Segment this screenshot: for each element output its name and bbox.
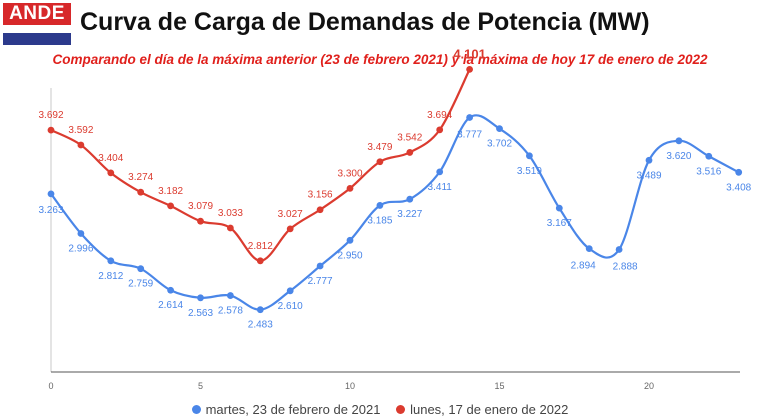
data-point-1: [167, 202, 175, 210]
data-label-1: 3.692: [38, 110, 63, 121]
data-point-0: [197, 294, 204, 302]
data-point-1: [47, 126, 55, 134]
data-label-0: 3.516: [696, 166, 721, 177]
data-label-0: 2.614: [158, 300, 183, 311]
data-label-0: 2.996: [68, 243, 93, 254]
series-line-1: [50, 68, 471, 262]
data-label-1: 3.033: [218, 208, 243, 219]
data-label-1: 3.479: [367, 142, 392, 153]
chart-legend: martes, 23 de febrero de 2021 lunes, 17 …: [0, 402, 760, 417]
data-label-0: 2.759: [128, 279, 153, 290]
data-point-0: [256, 306, 264, 314]
data-point-0: [406, 195, 414, 203]
data-point-0: [376, 202, 384, 209]
data-point-0: [555, 204, 563, 212]
data-point-1: [77, 141, 85, 149]
data-point-1: [286, 225, 294, 233]
data-point-0: [466, 114, 473, 121]
data-label-1: 3.182: [158, 186, 183, 197]
data-label-0: 2.483: [248, 320, 273, 331]
line-chart: 0 5 10 15 20 3.263 2.996 2.812 2.759 2.614 2.563 2.…: [38, 46, 751, 391]
data-point-0: [346, 236, 354, 244]
ande-logo: ANDE: [3, 3, 71, 47]
series-line-0: [50, 114, 740, 311]
data-label-0: 3.702: [487, 139, 512, 150]
data-label-0: 3.620: [666, 151, 691, 162]
data-point-1: [376, 158, 384, 166]
data-point-0: [316, 262, 324, 270]
chart-title: Curva de Carga de Demandas de Potencia (…: [80, 8, 650, 36]
data-point-0: [436, 168, 444, 176]
data-label-1: 3.592: [68, 125, 93, 136]
chart-subtitle: Comparando el día de la máxima anterior …: [52, 52, 708, 67]
data-label-0: 2.563: [188, 308, 213, 319]
data-point-1: [436, 126, 444, 134]
data-label-0: 2.578: [218, 306, 243, 317]
data-label-0: 3.263: [38, 205, 63, 216]
data-label-0: 2.777: [308, 276, 333, 287]
data-point-0: [77, 230, 85, 237]
data-label-0: 2.610: [278, 301, 303, 312]
data-label-1: 3.079: [188, 201, 213, 212]
data-label-0: 3.167: [547, 218, 572, 229]
data-point-1: [227, 224, 234, 232]
x-tick-label: 20: [644, 381, 654, 391]
data-label-0: 3.519: [517, 166, 542, 177]
data-point-1: [197, 217, 204, 225]
data-label-0: 2.888: [613, 262, 638, 273]
legend-item-2022[interactable]: lunes, 17 de enero de 2022: [396, 402, 568, 417]
x-tick-label: 10: [345, 381, 355, 391]
data-label-0: 2.950: [337, 250, 362, 261]
data-point-0: [107, 257, 115, 265]
data-point-1: [137, 188, 145, 196]
legend-dot-2021: [191, 405, 201, 414]
data-label-1: 3.274: [128, 172, 153, 183]
data-point-0: [137, 265, 145, 273]
data-point-1: [107, 169, 115, 177]
legend-label-2022: lunes, 17 de enero de 2022: [410, 402, 569, 417]
data-label-0: 3.777: [457, 130, 482, 141]
data-label-1: 4.101: [453, 46, 486, 61]
data-label-1: 3.404: [98, 153, 123, 164]
logo-text: ANDE: [3, 3, 71, 25]
x-tick-label: 5: [198, 381, 203, 391]
x-tick-label: 0: [48, 381, 53, 391]
data-point-0: [705, 152, 713, 160]
data-point-1: [346, 184, 354, 192]
data-label-0: 3.408: [726, 182, 751, 193]
data-point-0: [47, 190, 55, 198]
data-label-1: 3.694: [427, 110, 452, 121]
data-point-0: [227, 292, 234, 299]
legend-dot-2022: [396, 405, 406, 414]
data-label-0: 2.812: [98, 271, 123, 282]
x-tick-label: 15: [494, 381, 504, 391]
data-point-0: [645, 156, 653, 164]
data-point-1: [466, 66, 473, 73]
data-label-0: 2.894: [571, 261, 596, 272]
data-point-0: [286, 287, 294, 295]
data-label-1: 3.542: [397, 132, 422, 143]
data-label-1: 3.156: [308, 190, 333, 201]
data-label-1: 3.300: [337, 168, 362, 179]
data-label-0: 3.489: [636, 170, 661, 181]
data-point-1: [406, 149, 414, 156]
data-point-0: [615, 246, 623, 253]
data-label-0: 3.411: [428, 182, 453, 193]
data-point-0: [167, 286, 175, 294]
data-point-0: [675, 137, 683, 145]
data-label-0: 3.185: [367, 215, 392, 226]
legend-label-2021: martes, 23 de febrero de 2021: [205, 402, 381, 417]
legend-item-2021[interactable]: martes, 23 de febrero de 2021: [191, 402, 381, 417]
data-label-1: 3.027: [278, 209, 303, 220]
data-label-1: 2.812: [248, 241, 273, 252]
data-label-0: 3.227: [397, 209, 422, 220]
data-point-0: [735, 168, 743, 176]
data-point-0: [585, 245, 593, 253]
data-point-0: [496, 125, 503, 133]
data-point-1: [256, 257, 264, 265]
data-point-0: [526, 152, 533, 160]
data-point-1: [316, 206, 324, 214]
